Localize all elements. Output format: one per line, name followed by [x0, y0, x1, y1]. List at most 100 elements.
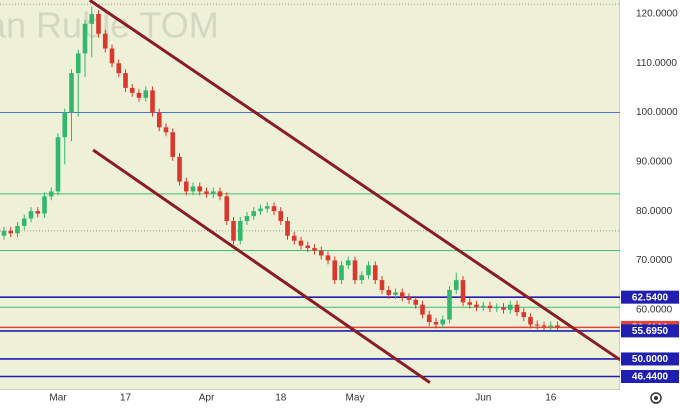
candle-body [123, 73, 128, 88]
candle-body [136, 92, 142, 98]
candle-body [291, 235, 297, 241]
level-label: 55.6950 [632, 326, 669, 337]
candle-body [244, 216, 250, 221]
candle-body [129, 87, 135, 93]
candle-body [501, 307, 506, 310]
y-tick-label: 60.0000 [636, 304, 673, 315]
candle-body [170, 132, 176, 157]
candle-body [271, 206, 277, 212]
y-tick-label: 80.0000 [636, 206, 673, 217]
candle-body [28, 211, 34, 219]
candle-body [426, 314, 432, 322]
candle-body [541, 325, 547, 327]
candle-body [42, 196, 47, 214]
candle-body [102, 33, 108, 49]
candle-body [366, 265, 371, 276]
candle-body [264, 206, 270, 209]
candle-body [190, 186, 196, 192]
candle-body [55, 137, 61, 192]
settings-icon[interactable] [650, 392, 662, 404]
candle-body [21, 218, 27, 226]
candle-body [278, 211, 284, 221]
level-label: 62.5400 [632, 292, 669, 303]
candle-body [406, 297, 412, 300]
level-label: 50.0000 [632, 354, 669, 365]
candle-body [514, 304, 520, 313]
candle-body [15, 225, 20, 234]
y-tick-label: 110.0000 [636, 58, 677, 69]
x-tick-label: Apr [199, 393, 215, 404]
candle-body [204, 191, 209, 194]
candle-body [487, 305, 493, 309]
candle-body [109, 48, 115, 64]
candle-body [386, 289, 392, 295]
candle-body [177, 156, 182, 182]
candle-body [440, 319, 446, 325]
plot-background [0, 0, 620, 390]
candle-body [393, 292, 398, 295]
candle-body [548, 325, 554, 327]
candle-body [210, 191, 216, 194]
candle-body [96, 13, 101, 34]
candle-body [359, 275, 365, 281]
candle-body [251, 211, 257, 217]
candle-body [379, 280, 385, 290]
candle-body [237, 220, 243, 241]
level-tag [621, 324, 679, 338]
candle-body [325, 255, 331, 261]
plot-clip-cover [620, 0, 680, 409]
candle-body [231, 220, 236, 241]
candle-body [1, 230, 7, 236]
candle-body [183, 181, 189, 192]
candle-body [480, 305, 486, 308]
candle-body [48, 191, 54, 197]
level-label: 46.4400 [632, 372, 669, 383]
level-tag [621, 290, 679, 304]
candle-body [298, 240, 304, 246]
x-tick-label: 16 [545, 393, 557, 404]
candle-body [217, 191, 223, 197]
candle-body [116, 63, 122, 74]
candle-body [474, 304, 479, 308]
trend-line [88, 0, 622, 362]
x-tick-label: 17 [120, 393, 132, 404]
candle-body [521, 312, 527, 318]
candle-body [82, 23, 88, 54]
level-tag [621, 352, 679, 366]
candle-body [318, 250, 324, 256]
candle-body [305, 245, 311, 249]
candle-body [224, 196, 230, 221]
candle-body [399, 292, 405, 298]
y-tick-label: 70.0000 [636, 255, 673, 266]
watermark: ian Ruble TOM [0, 5, 219, 46]
candle-body [8, 230, 14, 234]
y-tick-label: 120.0000 [636, 9, 678, 20]
candle-body [150, 90, 155, 113]
candle-body [420, 304, 425, 315]
candle-body [285, 220, 290, 236]
candle-body [143, 90, 149, 98]
candle-body [312, 248, 317, 251]
candle-body [69, 73, 74, 113]
candle-body [345, 260, 351, 266]
x-tick-label: 18 [275, 393, 287, 404]
candle-body [555, 325, 560, 328]
x-tick-label: Mar [49, 393, 67, 404]
candle-body [352, 260, 358, 281]
candle-body [197, 186, 203, 192]
candle-body [89, 13, 95, 24]
candle-body [494, 307, 500, 309]
candle-body [507, 304, 513, 310]
candle-body [339, 265, 344, 281]
trend-line [92, 148, 431, 384]
candle-body [62, 112, 68, 138]
candle-body [460, 280, 466, 303]
candle-body [35, 211, 41, 214]
candle-body [534, 324, 540, 326]
plot-clip-cover [0, 390, 620, 409]
candle-body [372, 265, 378, 281]
level-tag [621, 369, 679, 383]
candle-body [447, 289, 452, 320]
candle-body [453, 280, 459, 290]
